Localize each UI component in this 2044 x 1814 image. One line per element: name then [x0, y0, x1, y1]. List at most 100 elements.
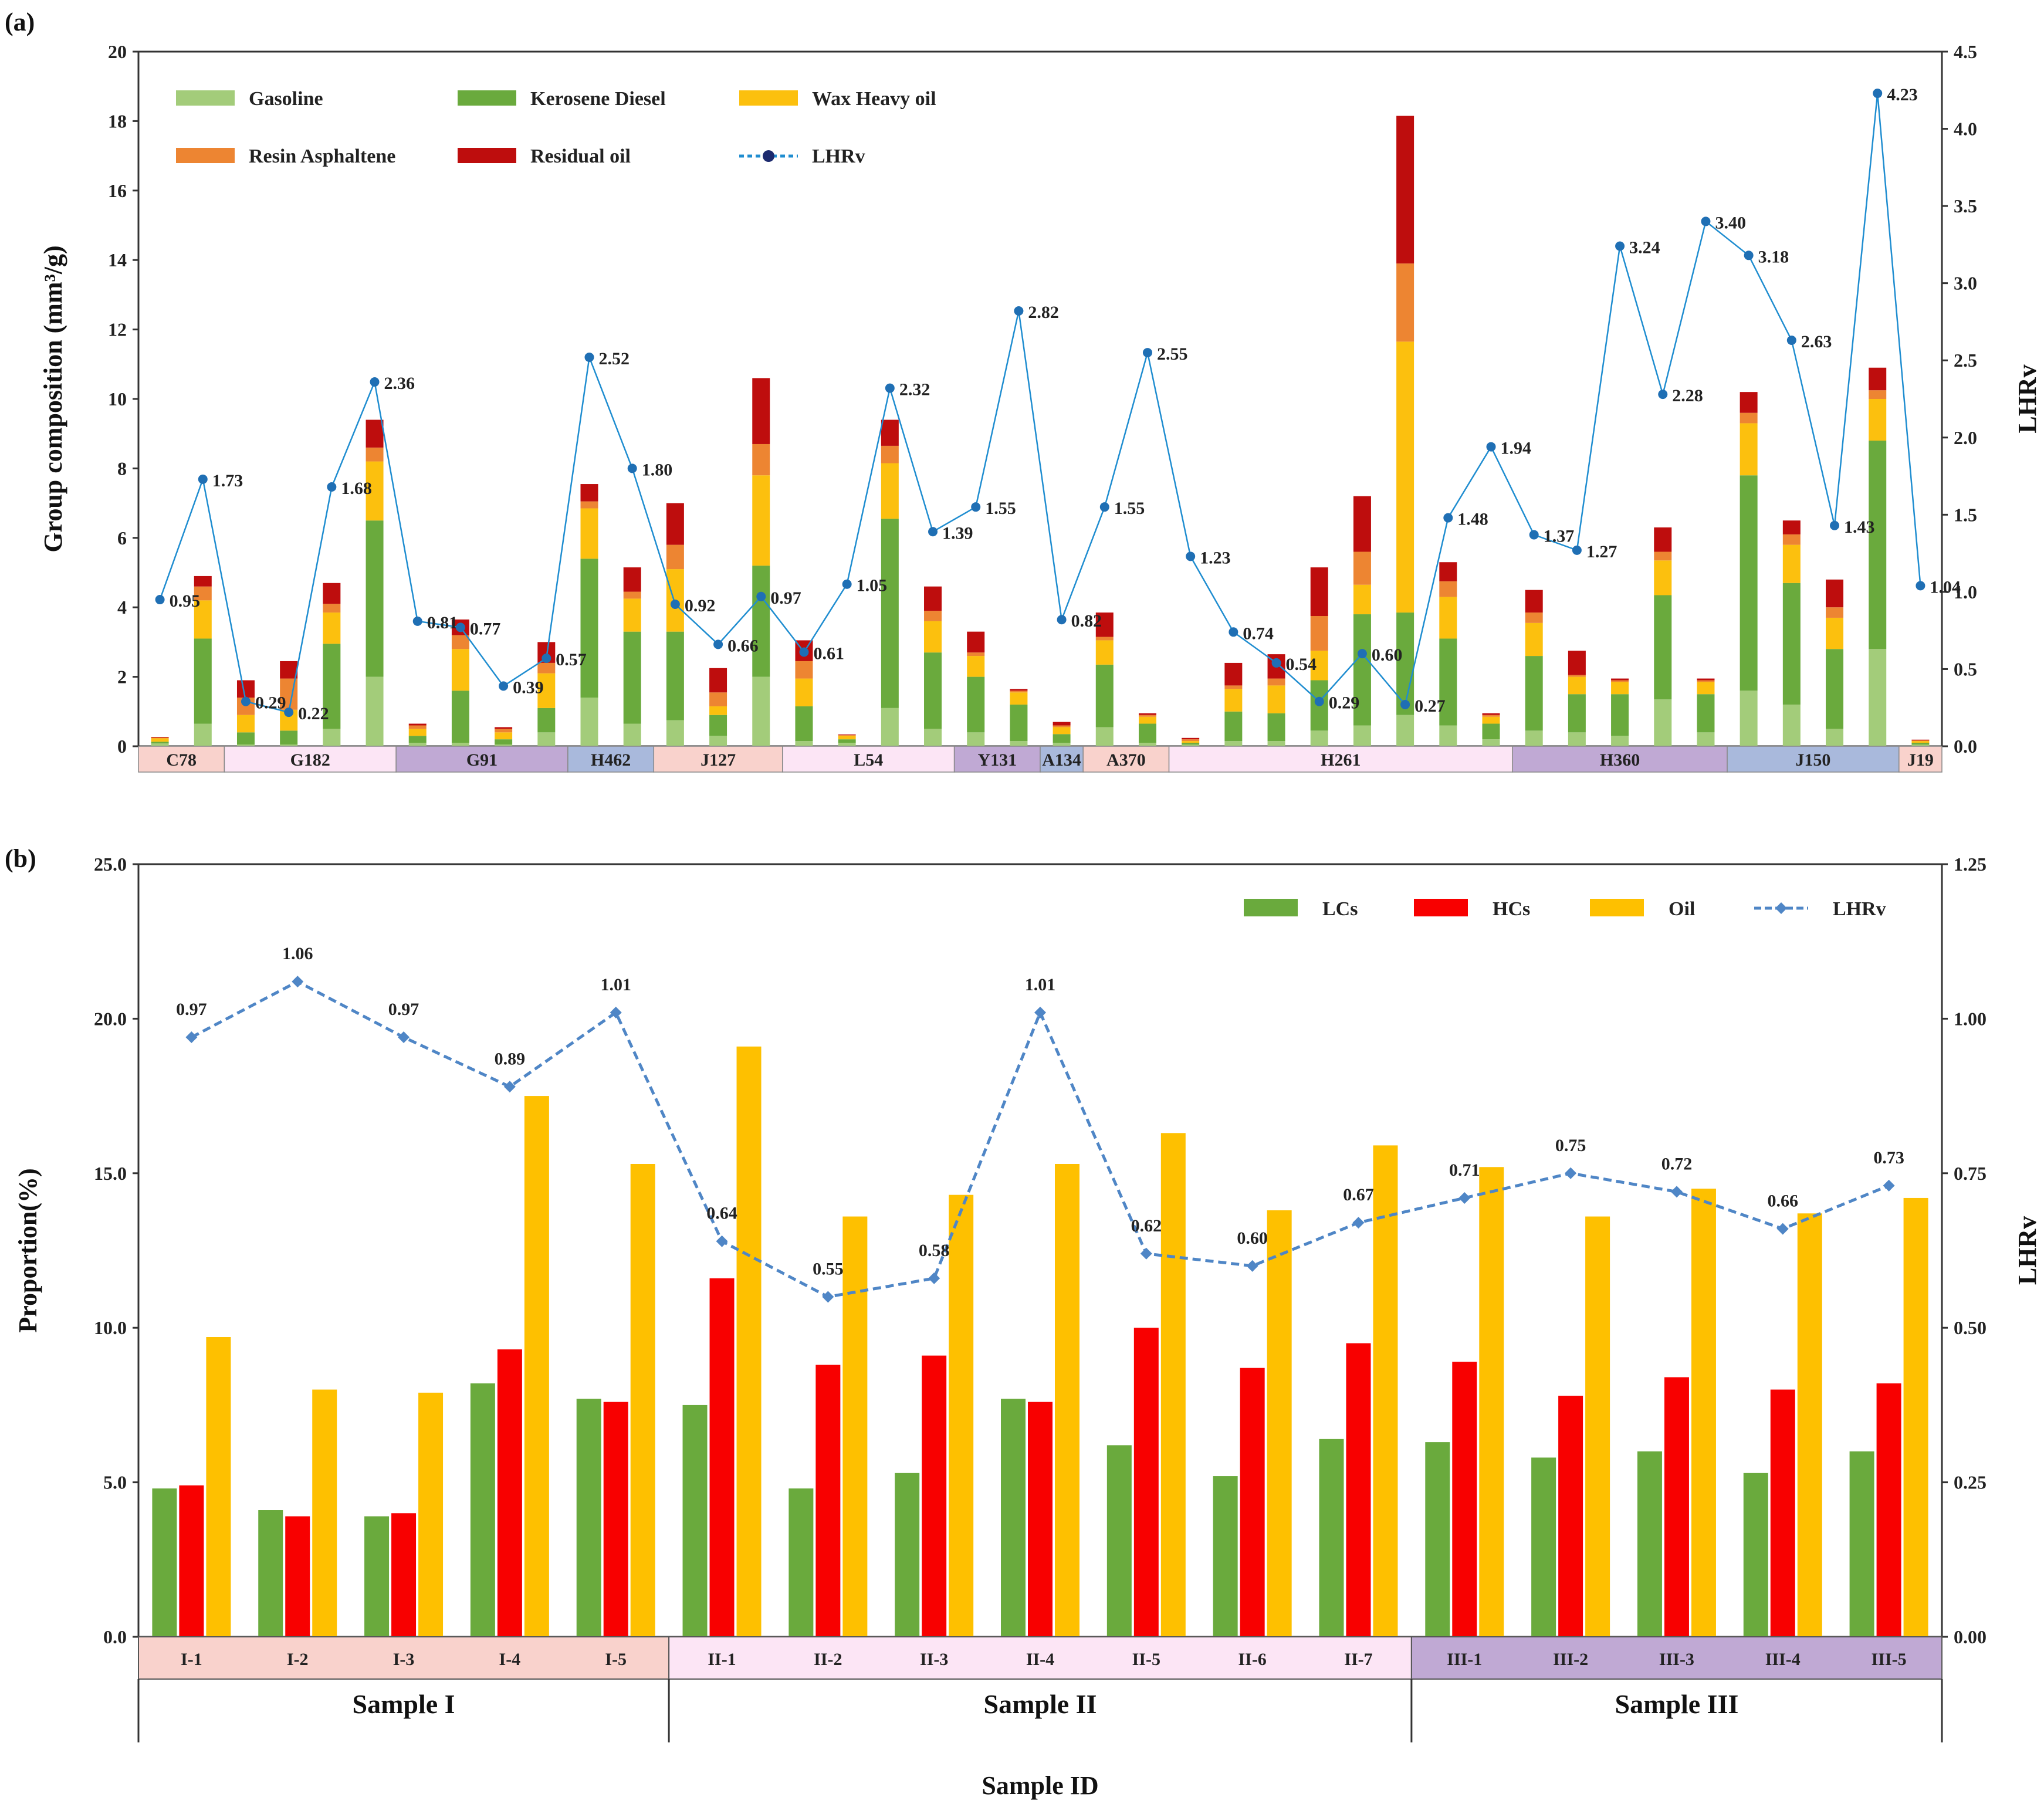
bar-segment-resin-asphaltene — [1869, 390, 1887, 399]
group-label: C78 — [166, 750, 197, 770]
bar-segment-wax-heavy-oil — [838, 736, 856, 740]
lhr-value-label: 0.75 — [1555, 1136, 1586, 1155]
y-tick-label: 12 — [108, 319, 127, 340]
lhr-value-label: 0.39 — [513, 678, 544, 697]
bar-segment-resin-asphaltene — [1611, 680, 1629, 682]
bar-segment-wax-heavy-oil — [1267, 685, 1285, 713]
y-tick-label: 4 — [117, 597, 127, 618]
lhr-point — [1186, 551, 1196, 561]
lhr-value-label: 0.72 — [1661, 1154, 1693, 1173]
bar-segment-residual-oil — [1782, 520, 1801, 534]
lhr-value-label: 1.43 — [1844, 517, 1875, 537]
legend-swatch — [458, 148, 516, 163]
group-label: Y131 — [977, 750, 1017, 770]
bar-lcs — [1106, 1445, 1132, 1637]
bar-segment-residual-oil — [280, 661, 298, 679]
bar-segment-gasoline — [1525, 730, 1543, 746]
bar-segment-kerosene-diesel — [752, 566, 770, 677]
y-axis-title: Proportion(%) — [13, 1168, 42, 1332]
bar-segment-residual-oil — [1439, 562, 1457, 581]
group-band — [1082, 746, 1170, 773]
lhr-point — [670, 599, 680, 609]
bar-lcs — [364, 1516, 390, 1637]
bar-segment-residual-oil — [366, 419, 384, 448]
bar-segment-residual-oil — [1182, 737, 1200, 740]
y-axis-title: Group composition (mm³/g) — [39, 245, 67, 552]
panel-b-label: (b) — [5, 844, 36, 873]
bar-segment-resin-asphaltene — [1654, 551, 1672, 561]
lhr-value-label: 0.92 — [685, 596, 716, 615]
bar-segment-wax-heavy-oil — [151, 738, 169, 742]
lhr-point — [398, 1031, 410, 1044]
bar-segment-kerosene-diesel — [623, 631, 641, 724]
lhr-value-label: 4.23 — [1887, 85, 1918, 104]
lhr-point — [610, 1006, 622, 1018]
lhr-point — [1701, 216, 1711, 226]
lhr-point — [1246, 1260, 1258, 1272]
lhr-point — [1883, 1179, 1895, 1192]
bar-segment-residual-oil — [323, 583, 341, 604]
bar-segment-kerosene-diesel — [366, 520, 384, 677]
bar-hcs — [285, 1516, 310, 1637]
lhr-point — [971, 502, 981, 512]
lhr-value-label: 2.36 — [384, 374, 415, 393]
bar-segment-gasoline — [1396, 715, 1414, 746]
bar-segment-wax-heavy-oil — [1310, 651, 1328, 681]
bar-segment-wax-heavy-oil — [1182, 741, 1200, 743]
bar-segment-gasoline — [151, 743, 169, 746]
lhr-value-label: 1.48 — [1457, 510, 1488, 529]
lhr-point — [1271, 658, 1281, 668]
bar-oil — [736, 1046, 762, 1637]
lhr-point — [499, 681, 509, 691]
bar-segment-kerosene-diesel — [236, 732, 255, 745]
bar-segment-resin-asphaltene — [495, 729, 513, 733]
bar-segment-resin-asphaltene — [1053, 725, 1071, 727]
lhr-value-label: 0.61 — [813, 644, 844, 664]
bar-segment-resin-asphaltene — [795, 661, 813, 679]
category-label: III-4 — [1765, 1650, 1801, 1669]
bar-segment-residual-oil — [924, 586, 942, 611]
category-label: I-3 — [393, 1650, 415, 1669]
bar-hcs — [497, 1349, 522, 1637]
bar-hcs — [1346, 1343, 1371, 1637]
category-label: I-4 — [499, 1650, 521, 1669]
legend-label: HCs — [1493, 898, 1530, 920]
lhr-value-label: 0.27 — [1414, 696, 1446, 716]
bar-segment-wax-heavy-oil — [580, 508, 598, 559]
lhr-point — [713, 639, 723, 649]
legend-swatch-marker — [1775, 902, 1787, 914]
lhr-point — [1034, 1006, 1046, 1018]
lhr-value-label: 1.80 — [642, 460, 673, 479]
group-label: H462 — [591, 750, 631, 770]
y2-tick-label: 1.00 — [1954, 1008, 1987, 1029]
bar-segment-resin-asphaltene — [709, 692, 727, 706]
bar-segment-residual-oil — [1697, 678, 1715, 681]
bar-segment-kerosene-diesel — [1138, 723, 1156, 743]
bar-segment-wax-heavy-oil — [1396, 341, 1414, 613]
lhr-value-label: 0.55 — [813, 1260, 844, 1279]
bar-segment-kerosene-diesel — [1911, 743, 1930, 745]
lhr-value-label: 0.81 — [427, 613, 458, 632]
bar-segment-kerosene-diesel — [795, 706, 813, 742]
bar-oil — [1797, 1213, 1822, 1637]
category-label: II-7 — [1344, 1650, 1372, 1669]
lhr-value-label: 0.95 — [170, 591, 201, 611]
lhr-point — [1443, 513, 1453, 523]
lhr-value-label: 1.06 — [282, 944, 313, 963]
y-tick-label: 14 — [108, 249, 127, 270]
lhr-point — [842, 579, 852, 589]
bar-segment-kerosene-diesel — [1869, 441, 1887, 649]
lhr-point — [1572, 545, 1582, 555]
bar-hcs — [1770, 1389, 1795, 1637]
y2-tick-label: 4.5 — [1954, 41, 1977, 62]
y2-tick-label: 2.5 — [1954, 350, 1977, 371]
bar-segment-resin-asphaltene — [881, 445, 899, 463]
bar-hcs — [1240, 1368, 1265, 1637]
bar-segment-residual-oil — [1095, 612, 1114, 637]
group-band — [1727, 746, 1900, 773]
lhr-point — [928, 527, 938, 537]
lhr-point — [627, 463, 637, 473]
legend-swatch — [1414, 899, 1468, 916]
bar-segment-wax-heavy-oil — [366, 461, 384, 521]
y-tick-label: 16 — [108, 180, 127, 201]
